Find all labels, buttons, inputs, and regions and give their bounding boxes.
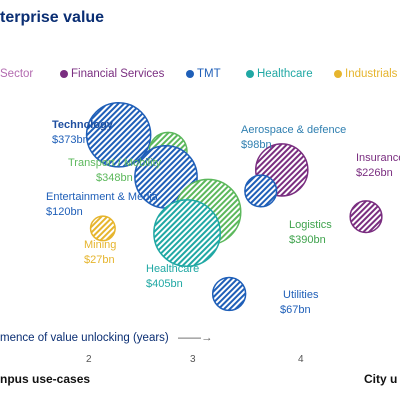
- chart-title: terprise value: [0, 9, 105, 26]
- label-mining: Mining $27bn: [84, 238, 116, 268]
- label-insurance: Insurance $226bn: [356, 151, 400, 181]
- label-healthcare: Healthcare $405bn: [146, 262, 199, 292]
- bubble-mining: [89, 215, 116, 242]
- label-entertainment-name: Entertainment & Media: [46, 191, 158, 203]
- label-aerospace-name: Aerospace & defence: [241, 124, 347, 136]
- legend-healthcare-label: Healthcare: [257, 68, 313, 80]
- legend-tmt-label: TMT: [197, 68, 221, 80]
- legend-sector: Sector: [0, 68, 33, 80]
- legend-healthcare: Healthcare: [246, 68, 313, 80]
- label-logistics: Logistics $390bn: [289, 218, 332, 248]
- label-transport-name: Transport / Mobility: [68, 157, 162, 169]
- legend-tmt-icon: [186, 70, 194, 78]
- label-entertainment-value: $120bn: [46, 206, 83, 218]
- label-transport: Transport / Mobility $348bn: [68, 156, 161, 186]
- x-axis-title-text: mence of value unlocking (years): [0, 332, 169, 344]
- label-healthcare-name: Healthcare: [146, 263, 200, 275]
- legend-industrials-icon: [334, 70, 342, 78]
- label-healthcare-value: $405bn: [146, 278, 183, 290]
- arrow-right-icon: ——→: [177, 332, 213, 344]
- x-tick-3: 3: [190, 354, 196, 365]
- label-mining-name: Mining: [84, 239, 117, 251]
- label-logistics-name: Logistics: [289, 219, 332, 231]
- legend-sector-label: Sector: [0, 68, 34, 80]
- legend-financial-services: Financial Services: [60, 68, 164, 80]
- legend-tmt: TMT: [186, 68, 221, 80]
- label-transport-value: $348bn: [96, 172, 133, 184]
- label-entertainment: Entertainment & Media $120bn: [46, 190, 158, 220]
- label-technology-value: $373bn: [52, 134, 89, 146]
- bubble-utilities: [211, 276, 247, 312]
- legend-healthcare-icon: [246, 70, 254, 78]
- bubble-healthcare: [153, 199, 221, 268]
- label-aerospace: Aerospace & defence $98bn: [241, 123, 346, 153]
- legend-financial-services-icon: [60, 70, 68, 78]
- label-mining-value: $27bn: [84, 254, 115, 266]
- bubble-unlabeled-9: [244, 174, 278, 208]
- axis-left-category: npus use-cases: [0, 372, 91, 386]
- x-tick-4: 4: [298, 354, 304, 365]
- label-aerospace-value: $98bn: [241, 139, 272, 151]
- x-axis-title: mence of value unlocking (years) ——→: [0, 332, 212, 344]
- bubble-technology: [85, 102, 152, 168]
- legend-financial-services-label: Financial Services: [71, 68, 165, 80]
- label-logistics-value: $390bn: [289, 234, 326, 246]
- legend-industrials: Industrials: [334, 68, 397, 80]
- label-utilities-value: $67bn: [280, 304, 311, 316]
- label-technology: Technology $373bn: [52, 118, 113, 148]
- label-insurance-value: $226bn: [356, 167, 393, 179]
- axis-right-category: City u: [364, 372, 398, 386]
- label-utilities-name: Utilities: [283, 289, 319, 301]
- label-utilities: Utilities $67bn: [280, 288, 318, 318]
- x-tick-2: 2: [86, 354, 92, 365]
- label-technology-name: Technology: [52, 119, 113, 131]
- label-insurance-name: Insurance: [356, 152, 400, 164]
- legend-industrials-label: Industrials: [345, 68, 398, 80]
- bubble-unlabeled-10: [349, 200, 383, 234]
